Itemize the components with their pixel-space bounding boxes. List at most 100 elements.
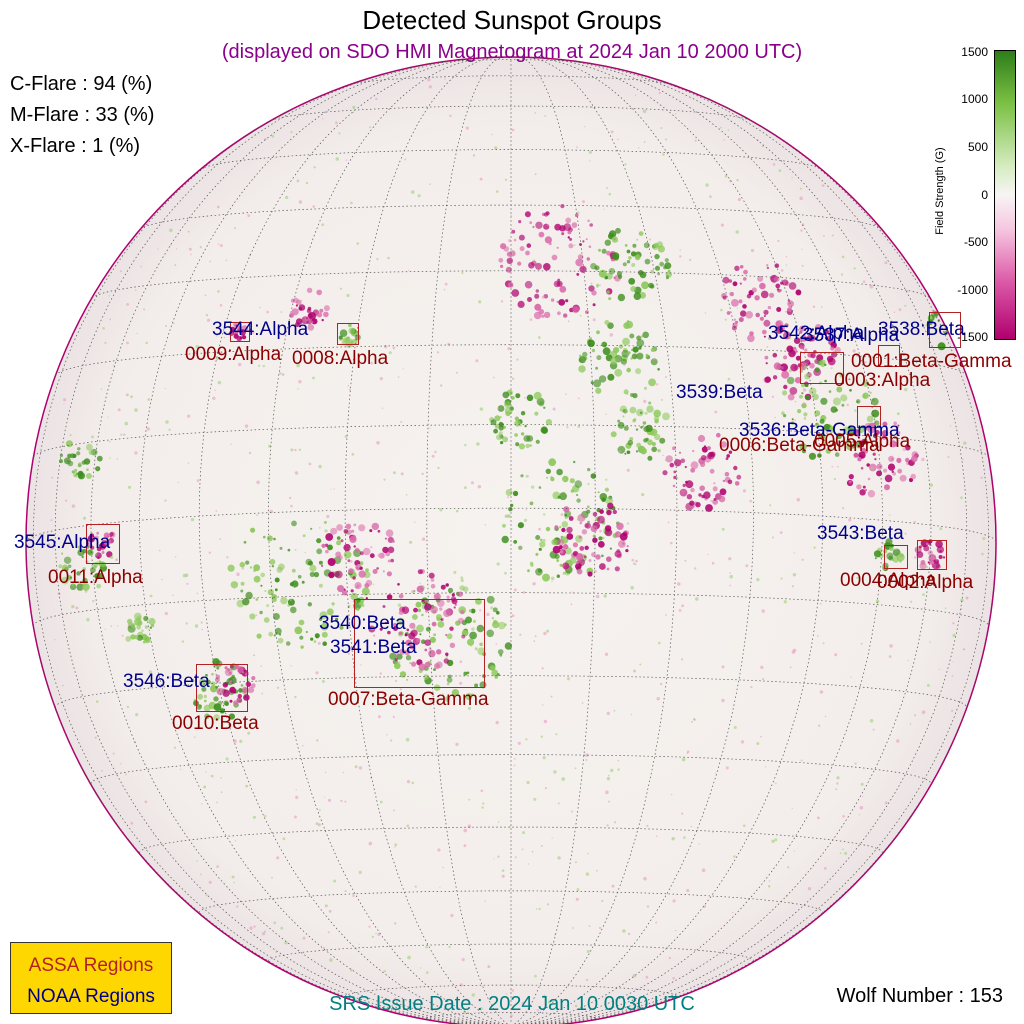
- magnetic-patch: [727, 479, 733, 485]
- network-dot: [585, 509, 587, 511]
- magnetic-patch: [191, 679, 195, 683]
- magnetic-patch: [65, 440, 73, 448]
- network-dot: [199, 246, 202, 249]
- magnetic-patch: [576, 498, 581, 503]
- network-dot: [290, 448, 294, 452]
- magnetic-patch: [664, 262, 672, 270]
- magnetic-patch: [371, 522, 379, 531]
- magnetic-patch: [830, 346, 835, 351]
- network-dot: [951, 709, 954, 713]
- network-dot: [764, 766, 767, 768]
- network-dot: [324, 529, 328, 533]
- network-dot: [335, 157, 339, 161]
- c-flare-probability: C-Flare : 94 (%): [10, 73, 153, 95]
- network-dot: [587, 852, 589, 855]
- magnetic-patch: [627, 351, 631, 355]
- network-dot: [546, 903, 550, 906]
- magnetic-patch: [614, 550, 622, 558]
- network-dot: [497, 821, 500, 823]
- magnetic-patch: [568, 516, 574, 521]
- magnetic-patch: [436, 614, 442, 620]
- network-dot: [479, 1007, 483, 1011]
- magnetic-patch: [729, 291, 734, 297]
- magnetic-patch: [498, 422, 504, 428]
- magnetic-patch: [103, 539, 111, 547]
- network-dot: [295, 789, 297, 791]
- network-dot: [733, 726, 737, 729]
- magnetic-patch: [820, 415, 826, 420]
- network-dot: [379, 800, 383, 804]
- network-dot: [417, 194, 421, 198]
- network-dot: [552, 407, 556, 411]
- network-dot: [186, 582, 189, 585]
- magnetic-patch: [338, 335, 343, 340]
- network-dot: [534, 112, 537, 114]
- network-dot: [339, 287, 343, 290]
- magnetic-patch: [533, 391, 542, 400]
- magnetic-patch: [321, 631, 328, 638]
- magnetic-patch: [596, 355, 602, 361]
- network-dot: [392, 471, 396, 475]
- magnetic-patch: [472, 619, 476, 624]
- network-dot: [729, 572, 731, 574]
- magnetic-patch: [538, 308, 545, 315]
- network-dot: [470, 481, 474, 485]
- magnetic-patch: [831, 351, 838, 358]
- network-dot: [358, 943, 360, 945]
- network-dot: [134, 408, 138, 412]
- magnetic-patch: [686, 494, 693, 500]
- network-dot: [824, 715, 827, 718]
- network-dot: [368, 841, 373, 846]
- magnetic-patch: [802, 449, 806, 454]
- network-dot: [510, 250, 513, 254]
- magnetic-patch: [794, 377, 802, 384]
- network-dot: [853, 267, 856, 270]
- magnetic-patch: [617, 419, 621, 423]
- magnetic-patch: [496, 434, 502, 441]
- network-dot: [727, 377, 731, 381]
- network-dot: [606, 187, 609, 190]
- magnetic-patch: [669, 462, 675, 468]
- network-dot: [678, 609, 682, 612]
- magnetic-patch: [263, 535, 266, 539]
- magnetic-patch: [266, 535, 273, 542]
- magnetic-patch: [446, 677, 453, 683]
- network-dot: [543, 719, 548, 724]
- magnetic-patch: [576, 273, 580, 276]
- network-dot: [404, 158, 407, 161]
- magnetic-patch: [59, 453, 64, 457]
- magnetic-patch: [491, 669, 499, 677]
- network-dot: [434, 450, 437, 454]
- network-dot: [836, 782, 839, 785]
- magnetic-patch: [433, 593, 441, 601]
- network-dot: [733, 855, 736, 858]
- network-dot: [980, 476, 983, 479]
- network-dot: [491, 133, 493, 136]
- magnetic-patch: [406, 628, 410, 632]
- magnetic-patch: [362, 547, 371, 556]
- network-dot: [577, 397, 580, 400]
- magnetic-patch: [601, 248, 607, 254]
- network-dot: [542, 704, 544, 706]
- network-dot: [535, 908, 538, 910]
- assa-region-label: 0003:Alpha: [834, 370, 931, 391]
- magnetic-patch: [873, 550, 882, 558]
- assa-region-label: 0009:Alpha: [185, 344, 282, 365]
- network-dot: [703, 905, 707, 908]
- network-dot: [124, 421, 129, 426]
- network-dot: [670, 541, 673, 545]
- magnetic-patch: [67, 564, 72, 569]
- network-dot: [721, 527, 725, 531]
- region-box: [196, 664, 248, 712]
- network-dot: [100, 388, 103, 390]
- magnetic-patch: [204, 713, 210, 720]
- network-dot: [681, 812, 684, 815]
- network-dot: [542, 538, 546, 543]
- network-dot: [108, 295, 111, 297]
- magnetic-patch: [203, 704, 211, 712]
- network-dot: [771, 839, 775, 843]
- network-dot: [461, 958, 465, 962]
- magnetic-patch: [285, 641, 291, 646]
- network-dot: [463, 1010, 467, 1015]
- magnetic-patch: [524, 424, 527, 428]
